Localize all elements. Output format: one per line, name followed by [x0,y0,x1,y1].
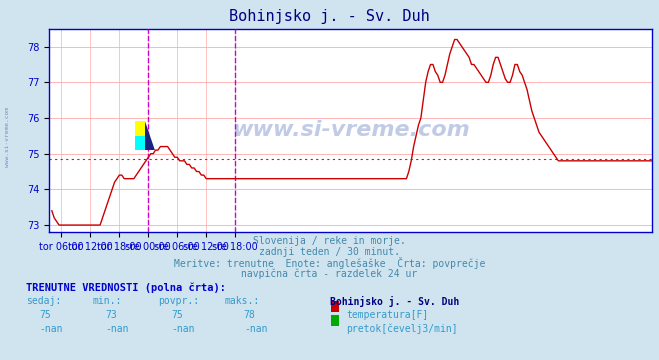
Text: pretok[čevelj3/min]: pretok[čevelj3/min] [346,324,457,334]
Bar [331,315,339,326]
Text: maks.:: maks.: [224,296,259,306]
Text: povpr.:: povpr.: [158,296,199,306]
Text: Bohinjsko j. - Sv. Duh: Bohinjsko j. - Sv. Duh [229,9,430,24]
Bar [331,301,339,312]
Text: navpična črta - razdelek 24 ur: navpična črta - razdelek 24 ur [241,268,418,279]
Text: www.si-vreme.com: www.si-vreme.com [232,121,470,140]
Text: -nan: -nan [244,324,268,334]
Bar [135,136,145,150]
Text: -nan: -nan [171,324,195,334]
Text: min.:: min.: [92,296,122,306]
Text: 78: 78 [244,310,256,320]
Text: sedaj:: sedaj: [26,296,61,306]
Text: -nan: -nan [105,324,129,334]
Text: 73: 73 [105,310,117,320]
Text: zadnji teden / 30 minut.: zadnji teden / 30 minut. [259,247,400,257]
Text: Slovenija / reke in morje.: Slovenija / reke in morje. [253,236,406,246]
Text: Meritve: trenutne  Enote: anglešaške  Črta: povprečje: Meritve: trenutne Enote: anglešaške Črta… [174,257,485,269]
Text: 75: 75 [171,310,183,320]
Text: 75: 75 [40,310,51,320]
Text: -nan: -nan [40,324,63,334]
Text: Bohinjsko j. - Sv. Duh: Bohinjsko j. - Sv. Duh [330,296,459,307]
Text: www.si-vreme.com: www.si-vreme.com [5,107,11,167]
Bar [135,121,145,136]
Text: TRENUTNE VREDNOSTI (polna črta):: TRENUTNE VREDNOSTI (polna črta): [26,283,226,293]
Text: temperatura[F]: temperatura[F] [346,310,428,320]
Polygon shape [145,121,155,150]
